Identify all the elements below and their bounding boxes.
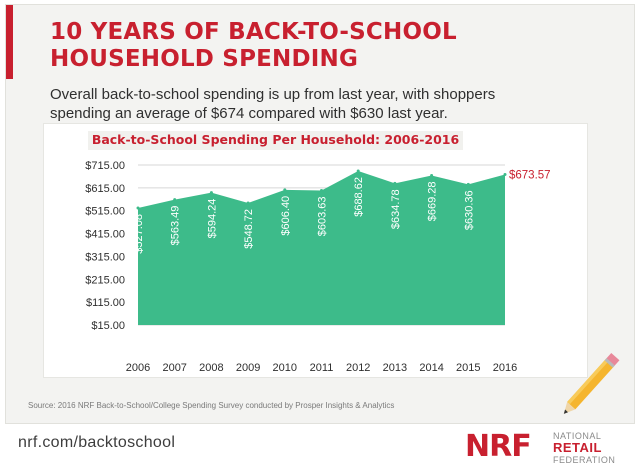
logo-text: NATIONAL RETAIL FEDERATION — [553, 430, 615, 466]
logo-line-3: FEDERATION — [553, 455, 616, 465]
pencil-icon — [563, 352, 620, 414]
chart-title-band — [88, 131, 463, 150]
y-tick-label: $315.00 — [85, 251, 125, 263]
chart-title: Back-to-School Spending Per Household: 2… — [91, 132, 460, 147]
data-point — [430, 173, 434, 177]
logo-line-2: RETAIL — [553, 440, 602, 455]
title-line-1: 10 YEARS OF BACK-TO-SCHOOL — [50, 19, 457, 45]
value-label: $688.62 — [353, 177, 365, 217]
value-label: $669.28 — [427, 181, 439, 221]
value-label: $594.24 — [206, 199, 218, 239]
x-tick-label: 2008 — [199, 362, 223, 374]
data-point — [246, 201, 250, 205]
data-point — [320, 188, 323, 192]
data-point — [209, 191, 213, 195]
data-point — [173, 198, 177, 202]
y-tick-label: $715.00 — [85, 160, 125, 172]
data-point — [393, 181, 397, 185]
page-title: 10 YEARS OF BACK-TO-SCHOOL HOUSEHOLD SPE… — [50, 19, 570, 73]
y-tick-label: $615.00 — [85, 183, 125, 195]
x-tick-label: 2009 — [236, 362, 260, 374]
data-point — [136, 206, 140, 210]
x-tick-label: 2007 — [162, 362, 186, 374]
value-label: $527.08 — [133, 214, 145, 254]
y-tick-label: $415.00 — [85, 229, 125, 241]
logo-line-1: NATIONAL — [553, 431, 602, 441]
x-tick-label: 2015 — [456, 362, 480, 374]
y-tick-label: $115.00 — [86, 297, 125, 309]
x-tick-label: 2014 — [419, 362, 443, 374]
x-tick-label: 2011 — [310, 362, 334, 374]
accent-bar — [6, 5, 13, 79]
logo-mark: NRF — [465, 429, 532, 464]
source-note: Source: 2016 NRF Back-to-School/College … — [28, 401, 395, 410]
value-label: $563.49 — [170, 206, 182, 246]
area-series — [138, 171, 505, 325]
area-chart: $715.00 $615.00 $515.00 $415.00 $315.00 $215.… — [85, 160, 551, 374]
y-tick-label: $515.00 — [85, 206, 125, 218]
data-point — [283, 188, 287, 192]
x-tick-label: 2012 — [346, 362, 370, 374]
value-label: $630.36 — [463, 190, 475, 230]
y-tick-label: $215.00 — [85, 274, 125, 286]
x-tick-label: 2006 — [126, 362, 150, 374]
value-label: $603.63 — [317, 196, 329, 236]
title-line-2: HOUSEHOLD SPENDING — [50, 46, 359, 72]
value-label: $548.72 — [243, 209, 255, 249]
data-point — [503, 172, 507, 176]
y-tick-label: $15.00 — [91, 320, 125, 332]
data-point — [356, 169, 360, 173]
x-tick-label: 2010 — [273, 362, 297, 374]
data-point — [466, 182, 470, 186]
value-label: $634.78 — [390, 189, 402, 229]
subtitle: Overall back-to-school spending is up fr… — [50, 86, 496, 122]
x-tick-label: 2013 — [383, 362, 407, 374]
value-label: $606.40 — [280, 196, 292, 236]
value-label: $673.57 — [509, 169, 551, 181]
footer-url-link[interactable]: nrf.com/backtoschool — [18, 434, 176, 451]
x-tick-label: 2016 — [493, 362, 517, 374]
nrf-logo: NRF NATIONAL RETAIL FEDERATION — [465, 428, 635, 468]
